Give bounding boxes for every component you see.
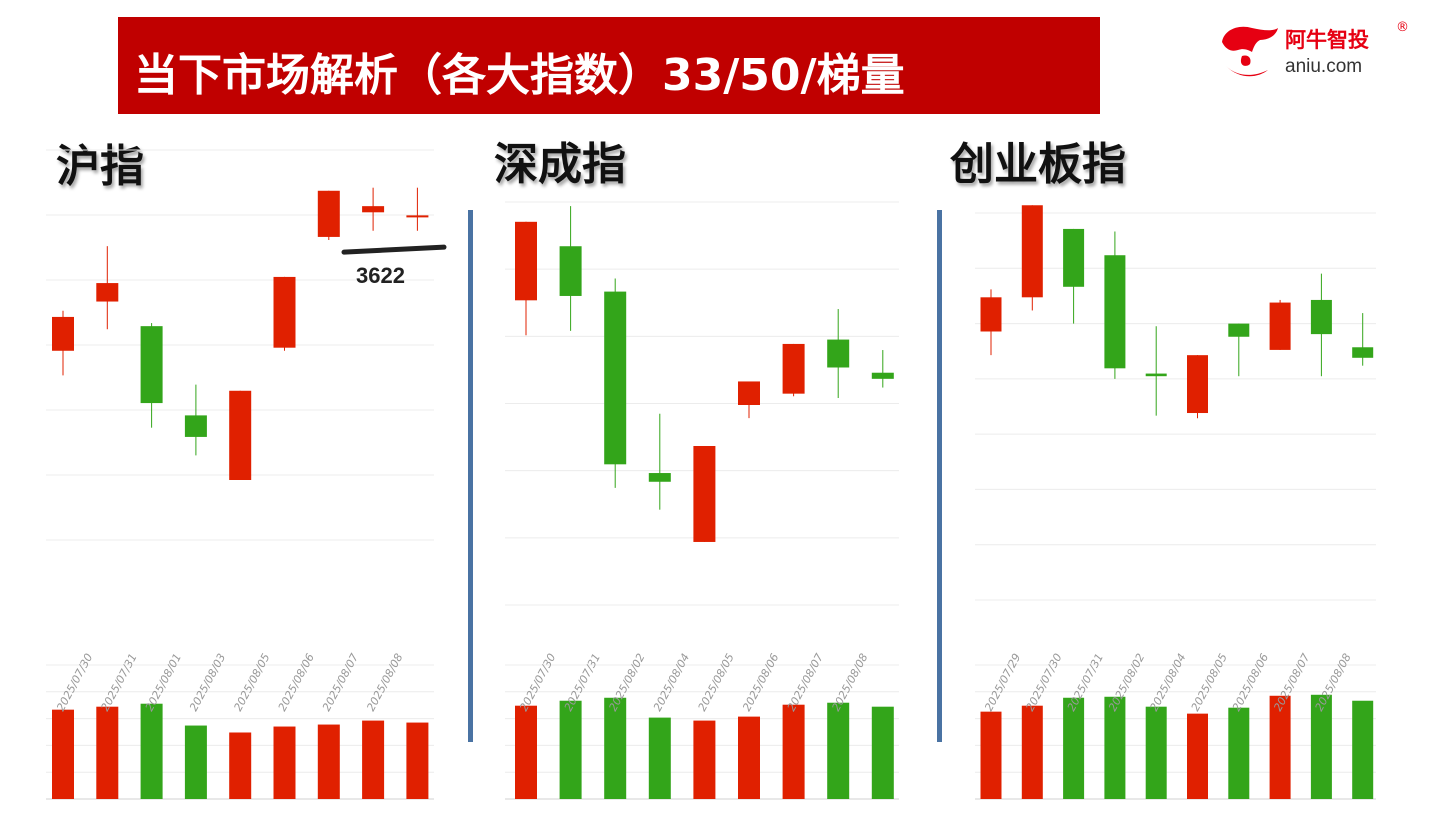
candle-body [871, 372, 894, 379]
date-tick-label: 2025/08/08 [1313, 651, 1354, 713]
date-tick-label: 2025/08/05 [231, 651, 272, 713]
candle-body [317, 190, 340, 237]
candle-body [604, 291, 627, 465]
volume-bar [648, 717, 671, 799]
candle-body [782, 343, 805, 394]
date-tick-label: 2025/08/07 [1271, 651, 1312, 713]
volume-bar [406, 722, 429, 799]
date-tick-label: 2025/07/30 [517, 651, 558, 713]
volume-bar [1021, 705, 1043, 799]
candle-body [1352, 347, 1374, 358]
volume-bar [515, 705, 537, 799]
candle-body [52, 316, 74, 351]
date-tick-label: 2025/07/30 [54, 651, 95, 713]
candle-body [362, 206, 385, 213]
volume-bar [96, 706, 119, 799]
date-tick-label: 2025/07/31 [1065, 651, 1106, 713]
volume-bar [140, 703, 163, 799]
panel-divider-1 [468, 210, 473, 742]
volume-bar [1352, 700, 1374, 799]
volume-bar [738, 716, 760, 799]
candle-body [738, 381, 760, 405]
volume-bar [317, 724, 340, 799]
volume-bar [1145, 706, 1167, 799]
date-tick-label: 2025/08/05 [696, 651, 737, 713]
date-tick-label: 2025/08/06 [1230, 651, 1271, 713]
date-tick-label: 2025/08/01 [143, 651, 184, 713]
bull-logo-icon [1222, 26, 1278, 77]
panel-title-chinext: 创业板指 [950, 139, 1126, 190]
candle-body [1021, 205, 1043, 298]
candle-body [1310, 299, 1332, 335]
date-tick-label: 2025/08/07 [785, 651, 826, 713]
candle-body [827, 339, 850, 368]
date-tick-label: 2025/08/06 [740, 651, 781, 713]
volume-bar [782, 704, 805, 799]
date-tick-label: 2025/08/04 [1147, 651, 1188, 713]
candle-body [1187, 355, 1208, 414]
date-tick-label: 2025/08/08 [829, 651, 870, 713]
date-tick-label: 2025/08/08 [364, 651, 405, 713]
date-tick-label: 2025/08/06 [276, 651, 317, 713]
candle-body [1269, 302, 1291, 350]
panel-title-shenzhen: 深成指 [494, 139, 626, 190]
volume-bar [604, 697, 627, 799]
logo-domain: aniu.com [1285, 56, 1363, 77]
volume-bar [1104, 696, 1126, 799]
volume-bar [1228, 707, 1250, 799]
candle-body [229, 390, 252, 480]
candle-body [693, 446, 716, 542]
candle-body [1145, 373, 1167, 377]
candle-body [648, 473, 671, 482]
date-tick-label: 2025/08/02 [606, 651, 647, 713]
candle-body [559, 246, 582, 296]
volume-bar [1187, 713, 1208, 799]
date-tick-label: 2025/07/30 [1023, 651, 1064, 713]
date-tick-label: 2025/08/04 [651, 651, 692, 713]
volume-bar [980, 711, 1002, 799]
volume-bar [827, 702, 850, 799]
candle-body [980, 297, 1002, 332]
candle-body [1228, 323, 1250, 337]
support-line [341, 244, 447, 255]
candle-body [96, 283, 119, 302]
volume-bar [559, 700, 582, 799]
support-level-label: 3622 [356, 263, 405, 288]
registered-mark: ® [1396, 20, 1409, 35]
volume-bar [273, 726, 296, 799]
date-tick-label: 2025/08/05 [1189, 651, 1230, 713]
volume-bar [52, 709, 74, 799]
candle-body [140, 326, 163, 404]
logo-name-cn: 阿牛智投 [1285, 28, 1369, 52]
date-tick-label: 2025/07/31 [562, 651, 603, 713]
candle-body [184, 415, 207, 437]
volume-bar [871, 706, 894, 799]
candle-body [1104, 255, 1126, 369]
candle-body [1063, 228, 1085, 287]
volume-bar [362, 720, 385, 799]
volume-bar [1269, 695, 1291, 799]
candle-body [406, 215, 429, 218]
title-banner: 当下市场解析（各大指数）33/50/梯量 [118, 17, 1100, 114]
date-tick-label: 2025/08/07 [320, 651, 361, 713]
volume-bar [693, 720, 716, 799]
candle-body [515, 221, 537, 301]
volume-bar [184, 725, 207, 799]
volume-bar [229, 732, 252, 799]
date-tick-label: 2025/07/29 [982, 651, 1023, 713]
page-title: 当下市场解析（各大指数）33/50/梯量 [134, 50, 905, 101]
date-tick-label: 2025/07/31 [98, 651, 139, 713]
date-tick-label: 2025/08/02 [1106, 651, 1147, 713]
date-tick-label: 2025/08/03 [187, 651, 228, 713]
panel-divider-2 [937, 210, 942, 742]
volume-bar [1310, 694, 1332, 799]
volume-bar [1063, 697, 1085, 799]
candle-body [273, 276, 296, 348]
aniu-logo: 阿牛智投 ® aniu.com [1218, 20, 1418, 82]
